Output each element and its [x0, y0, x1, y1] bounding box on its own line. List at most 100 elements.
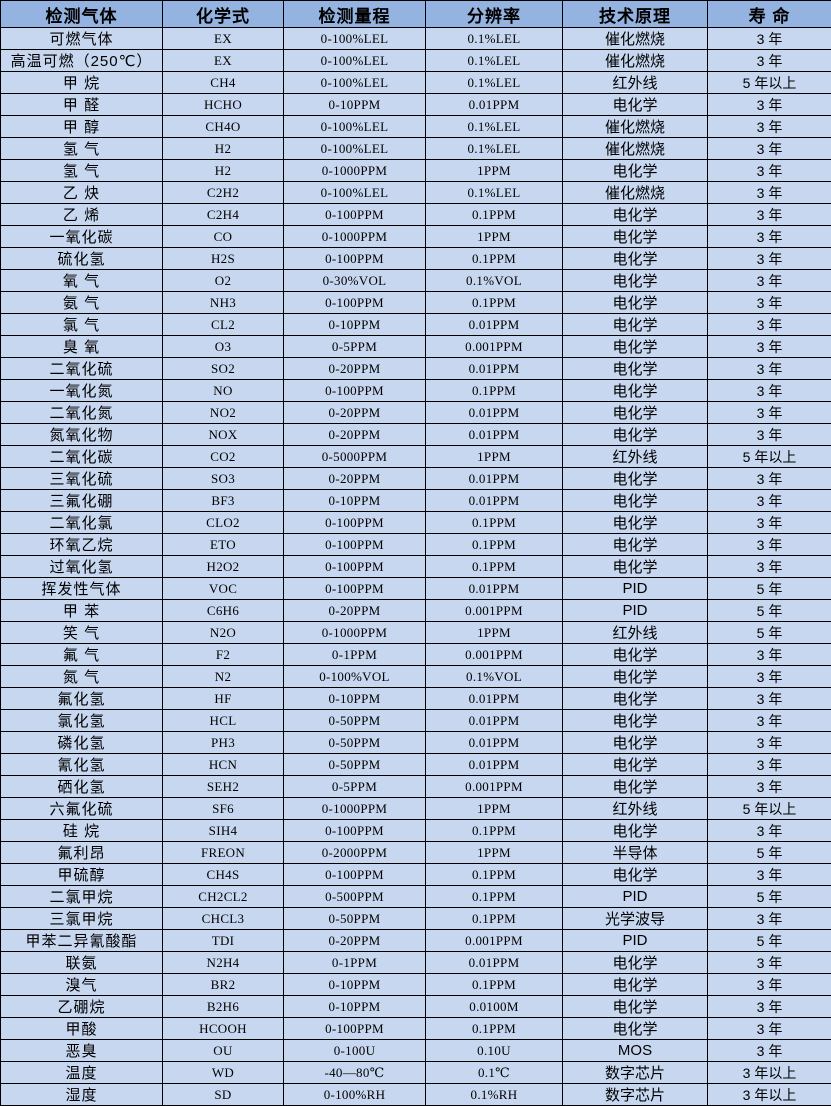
cell-form: FREON: [163, 842, 284, 864]
cell-name: 甲酸: [1, 1018, 163, 1040]
cell-name: 乙 炔: [1, 182, 163, 204]
cell-name: 环氧乙烷: [1, 534, 163, 556]
cell-name: 氢 气: [1, 138, 163, 160]
cell-tech: 红外线: [563, 72, 708, 94]
cell-form: OU: [163, 1040, 284, 1062]
cell-life: 5 年: [708, 600, 831, 622]
cell-res: 0.1%LEL: [426, 72, 563, 94]
cell-life: 5 年: [708, 578, 831, 600]
cell-range: 0-10PPM: [284, 974, 426, 996]
cell-form: SIH4: [163, 820, 284, 842]
cell-tech: 电化学: [563, 358, 708, 380]
cell-name: 硫化氢: [1, 248, 163, 270]
cell-range: 0-100PPM: [284, 512, 426, 534]
cell-range: 0-100PPM: [284, 204, 426, 226]
cell-name: 氢 气: [1, 160, 163, 182]
cell-tech: 光学波导: [563, 908, 708, 930]
cell-res: 0.001PPM: [426, 600, 563, 622]
cell-life: 3 年: [708, 160, 831, 182]
cell-name: 六氟化硫: [1, 798, 163, 820]
cell-form: C2H4: [163, 204, 284, 226]
cell-range: 0-10PPM: [284, 996, 426, 1018]
cell-form: NOX: [163, 424, 284, 446]
cell-res: 0.1PPM: [426, 248, 563, 270]
cell-life: 3 年: [708, 490, 831, 512]
cell-tech: 催化燃烧: [563, 28, 708, 50]
cell-life: 3 年: [708, 820, 831, 842]
cell-form: SF6: [163, 798, 284, 820]
cell-form: VOC: [163, 578, 284, 600]
cell-tech: 电化学: [563, 996, 708, 1018]
cell-tech: 电化学: [563, 952, 708, 974]
cell-life: 3 年: [708, 710, 831, 732]
cell-range: 0-50PPM: [284, 732, 426, 754]
cell-range: 0-50PPM: [284, 908, 426, 930]
cell-range: 0-100PPM: [284, 864, 426, 886]
cell-form: HCHO: [163, 94, 284, 116]
cell-name: 甲 烷: [1, 72, 163, 94]
cell-name: 二氧化氮: [1, 402, 163, 424]
cell-life: 3 年: [708, 732, 831, 754]
cell-tech: 电化学: [563, 688, 708, 710]
cell-res: 0.0100M: [426, 996, 563, 1018]
cell-form: CHCL3: [163, 908, 284, 930]
cell-form: HF: [163, 688, 284, 710]
cell-form: ETO: [163, 534, 284, 556]
cell-form: WD: [163, 1062, 284, 1084]
cell-tech: 电化学: [563, 512, 708, 534]
cell-name: 恶臭: [1, 1040, 163, 1062]
cell-tech: 电化学: [563, 314, 708, 336]
cell-life: 3 年: [708, 28, 831, 50]
cell-life: 3 年: [708, 908, 831, 930]
cell-name: 溴气: [1, 974, 163, 996]
cell-res: 0.01PPM: [426, 490, 563, 512]
cell-life: 5 年: [708, 842, 831, 864]
cell-form: F2: [163, 644, 284, 666]
cell-name: 甲 醛: [1, 94, 163, 116]
column-header-technology: 技术原理: [563, 1, 708, 28]
cell-life: 3 年: [708, 468, 831, 490]
cell-form: PH3: [163, 732, 284, 754]
cell-tech: 催化燃烧: [563, 182, 708, 204]
cell-res: 0.01PPM: [426, 402, 563, 424]
cell-life: 3 年: [708, 776, 831, 798]
cell-name: 三氟化硼: [1, 490, 163, 512]
cell-tech: 电化学: [563, 820, 708, 842]
cell-range: 0-50PPM: [284, 710, 426, 732]
cell-form: H2S: [163, 248, 284, 270]
cell-name: 乙 烯: [1, 204, 163, 226]
cell-range: 0-100PPM: [284, 380, 426, 402]
cell-form: CH4O: [163, 116, 284, 138]
cell-life: 3 年: [708, 94, 831, 116]
cell-res: 0.1PPM: [426, 1018, 563, 1040]
cell-form: NH3: [163, 292, 284, 314]
cell-res: 0.001PPM: [426, 644, 563, 666]
cell-form: SD: [163, 1084, 284, 1106]
cell-name: 挥发性气体: [1, 578, 163, 600]
cell-tech: 电化学: [563, 380, 708, 402]
cell-range: 0-100PPM: [284, 534, 426, 556]
cell-range: 0-1000PPM: [284, 160, 426, 182]
cell-range: 0-20PPM: [284, 930, 426, 952]
cell-range: 0-100PPM: [284, 820, 426, 842]
cell-form: SO3: [163, 468, 284, 490]
cell-range: 0-100%LEL: [284, 138, 426, 160]
cell-range: 0-100%LEL: [284, 116, 426, 138]
cell-tech: 电化学: [563, 292, 708, 314]
cell-tech: 红外线: [563, 622, 708, 644]
cell-name: 氟化氢: [1, 688, 163, 710]
cell-name: 氯化氢: [1, 710, 163, 732]
cell-res: 0.01PPM: [426, 710, 563, 732]
